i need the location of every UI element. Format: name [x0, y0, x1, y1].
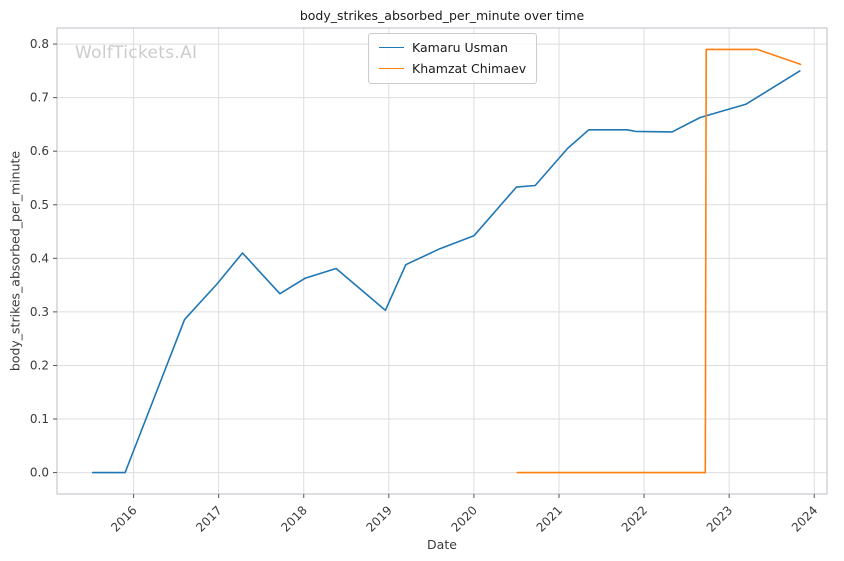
x-axis-label: Date	[427, 537, 457, 552]
svg-text:2020: 2020	[449, 503, 480, 534]
svg-text:0.8: 0.8	[30, 37, 49, 51]
svg-text:2018: 2018	[278, 503, 309, 534]
svg-text:0.5: 0.5	[30, 198, 49, 212]
legend-line-icon-khamzat-chimaev	[379, 68, 404, 69]
svg-text:0.1: 0.1	[30, 412, 49, 426]
svg-text:0.7: 0.7	[30, 91, 49, 105]
svg-text:0.2: 0.2	[30, 358, 49, 372]
legend-item-kamaru-usman: Kamaru Usman	[379, 40, 526, 55]
y-axis-label: body_strikes_absorbed_per_minute	[7, 150, 23, 372]
watermark: WolfTickets.AI	[75, 43, 198, 63]
svg-text:0.6: 0.6	[30, 144, 49, 158]
svg-text:2017: 2017	[193, 503, 224, 534]
svg-text:2022: 2022	[619, 503, 650, 534]
svg-text:0.0: 0.0	[30, 466, 49, 480]
legend: Kamaru Usman Khamzat Chimaev	[368, 33, 538, 84]
svg-text:2016: 2016	[108, 503, 139, 534]
svg-text:2019: 2019	[363, 503, 394, 534]
svg-text:0.3: 0.3	[30, 305, 49, 319]
legend-label-khamzat-chimaev: Khamzat Chimaev	[412, 61, 527, 76]
legend-label-kamaru-usman: Kamaru Usman	[412, 40, 508, 55]
legend-item-khamzat-chimaev: Khamzat Chimaev	[379, 61, 526, 76]
svg-text:2024: 2024	[789, 503, 820, 534]
svg-text:0.4: 0.4	[30, 251, 49, 265]
svg-text:2021: 2021	[534, 503, 565, 534]
chart-title: body_strikes_absorbed_per_minute over ti…	[299, 8, 585, 23]
svg-text:2023: 2023	[704, 503, 735, 534]
legend-line-icon-kamaru-usman	[379, 47, 404, 48]
